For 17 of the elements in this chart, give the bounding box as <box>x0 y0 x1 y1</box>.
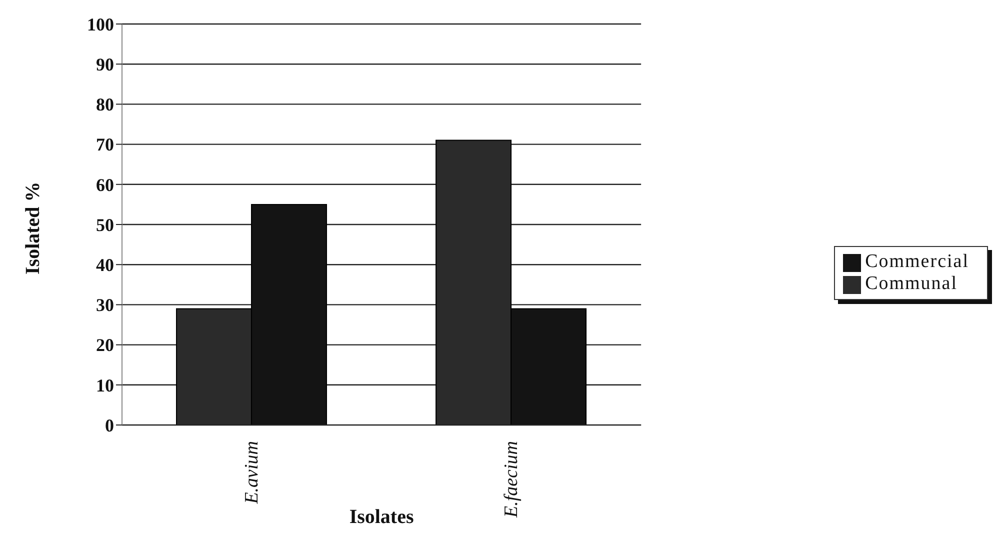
y-tick-label: 70 <box>96 134 114 155</box>
y-tick-label: 60 <box>96 174 114 195</box>
legend-label: Communal <box>865 273 958 294</box>
x-axis-title: Isolates <box>349 506 414 528</box>
x-tick-label: E.avium <box>241 441 262 505</box>
y-tick-label: 40 <box>96 254 114 275</box>
y-tick-label: 20 <box>96 335 114 356</box>
y-tick-label: 90 <box>96 54 114 74</box>
y-tick-label: 100 <box>87 14 114 34</box>
x-tick-label: E.faecium <box>500 441 522 519</box>
y-tick-label: 0 <box>105 415 114 436</box>
legend-label: Commercial <box>865 251 969 272</box>
y-tick-label: 10 <box>96 375 114 396</box>
y-tick-label: 80 <box>96 94 114 115</box>
y-tick-label: 30 <box>96 295 114 316</box>
y-axis-title: Isolated % <box>22 182 44 274</box>
y-tick-label: 50 <box>96 214 114 235</box>
